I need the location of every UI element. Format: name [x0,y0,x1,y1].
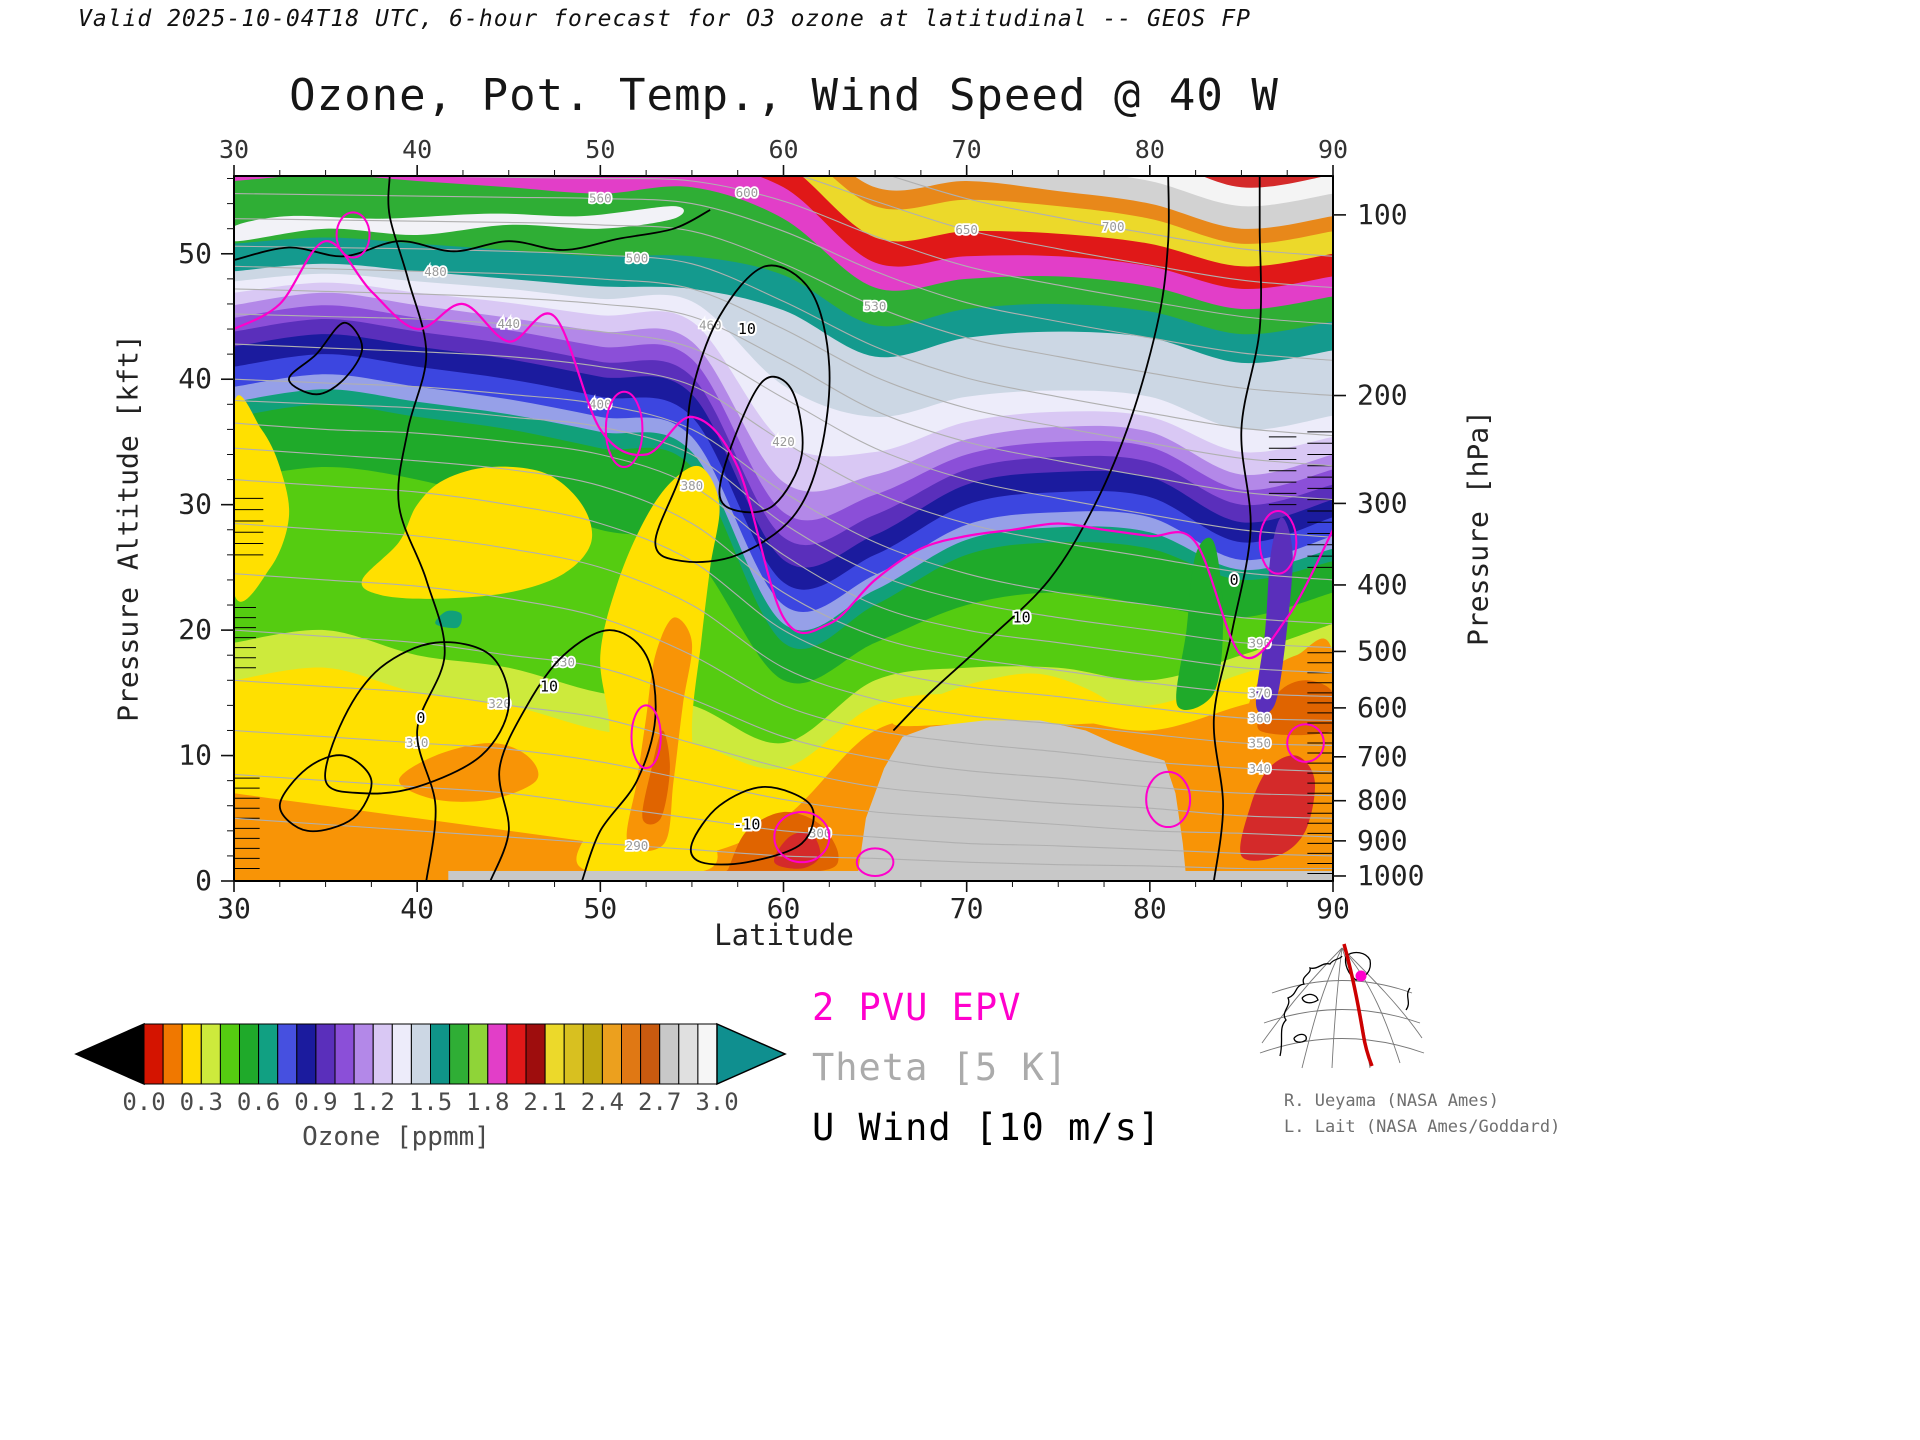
svg-text:60: 60 [768,135,798,164]
svg-text:500: 500 [626,251,649,266]
y-axis-title-right: Pressure [hPa] [1461,409,1495,647]
ozone-cross-section-plot: 2903003103203303403503603703803904004204… [178,135,1424,925]
svg-text:340: 340 [1248,761,1271,776]
x-axis-title: Latitude [714,918,854,952]
svg-text:3.0: 3.0 [695,1088,738,1116]
svg-text:290: 290 [626,838,649,853]
ozone-colorbar: 0.0 0.3 0.6 0.9 1.2 1.5 1.8 2.1 2.4 2.7 3.0 [74,1022,787,1116]
svg-text:50: 50 [583,892,617,925]
svg-text:1.2: 1.2 [352,1088,395,1116]
colorbar-title: Ozone [ppmm] [302,1122,490,1152]
svg-text:480: 480 [424,264,447,279]
svg-text:100: 100 [1357,198,1408,231]
plot-title: Ozone, Pot. Temp., Wind Speed @ 40 W [289,70,1279,121]
map-graticule [1259,947,1425,1069]
svg-text:800: 800 [1357,784,1408,817]
svg-text:60: 60 [767,892,801,925]
svg-text:90: 90 [1316,892,1350,925]
svg-text:0.0: 0.0 [122,1088,165,1116]
svg-text:80: 80 [1133,892,1167,925]
svg-text:1.8: 1.8 [466,1088,509,1116]
map-inset-40w [1259,943,1425,1069]
svg-text:700: 700 [1102,219,1125,234]
svg-text:400: 400 [1357,568,1408,601]
svg-text:30: 30 [178,488,212,521]
svg-text:-10: -10 [733,816,760,834]
svg-text:2.1: 2.1 [523,1088,566,1116]
svg-text:420: 420 [772,434,795,449]
svg-text:360: 360 [1248,710,1271,725]
svg-text:350: 350 [1248,736,1271,751]
svg-text:560: 560 [589,191,612,206]
svg-text:50: 50 [585,135,615,164]
svg-text:10: 10 [540,678,558,696]
svg-text:380: 380 [681,478,704,493]
contour-legend: 2 PVU EPV Theta [5 K] U Wind [10 m/s] [812,986,1161,1166]
svg-text:440: 440 [497,316,520,331]
svg-text:2.4: 2.4 [581,1088,624,1116]
map-40w-meridian-line [1342,943,1374,1067]
svg-text:80: 80 [1135,135,1165,164]
svg-text:600: 600 [1357,691,1408,724]
svg-text:40: 40 [400,892,434,925]
svg-text:90: 90 [1318,135,1348,164]
svg-text:30: 30 [217,892,251,925]
svg-text:200: 200 [1357,379,1408,412]
legend-theta-label: Theta [5 K] [812,1046,1069,1089]
svg-text:530: 530 [864,298,887,313]
svg-text:900: 900 [1357,824,1408,857]
y-axis-title-left: Pressure Altitude [kft] [111,334,145,722]
svg-text:650: 650 [955,222,978,237]
legend-wind-label: U Wind [10 m/s] [812,1106,1162,1149]
credit-line-2: L. Lait (NASA Ames/Goddard) [1284,1117,1561,1137]
svg-text:50: 50 [178,237,212,270]
svg-text:1000: 1000 [1357,859,1424,892]
svg-text:10: 10 [178,739,212,772]
credits: R. Ueyama (NASA Ames) L. Lait (NASA Ames… [1284,1088,1560,1140]
svg-text:600: 600 [736,185,759,200]
svg-text:70: 70 [950,892,984,925]
svg-text:40: 40 [402,135,432,164]
svg-text:0.6: 0.6 [237,1088,280,1116]
svg-text:1.5: 1.5 [409,1088,452,1116]
svg-text:300: 300 [1357,486,1408,519]
map-coastlines [1279,951,1411,1057]
svg-text:10: 10 [738,320,756,338]
valid-timestamp-line: Valid 2025-10-04T18 UTC, 6-hour forecast… [78,6,1251,32]
svg-text:20: 20 [178,613,212,646]
svg-text:0.9: 0.9 [294,1088,337,1116]
svg-text:0: 0 [1230,571,1239,589]
legend-epv-label: 2 PVU EPV [812,986,1022,1029]
svg-text:2.7: 2.7 [638,1088,681,1116]
svg-text:700: 700 [1357,740,1408,773]
svg-text:40: 40 [178,362,212,395]
credit-line-1: R. Ueyama (NASA Ames) [1284,1091,1499,1111]
svg-text:0: 0 [195,864,212,897]
svg-text:370: 370 [1248,686,1271,701]
svg-text:70: 70 [952,135,982,164]
svg-text:30: 30 [219,135,249,164]
svg-text:0.3: 0.3 [180,1088,223,1116]
svg-text:10: 10 [1013,609,1031,627]
svg-text:320: 320 [488,696,511,711]
svg-text:400: 400 [589,396,612,411]
svg-text:330: 330 [552,655,575,670]
svg-text:500: 500 [1357,634,1408,667]
svg-text:0: 0 [416,709,425,727]
map-location-dot [1355,970,1367,982]
